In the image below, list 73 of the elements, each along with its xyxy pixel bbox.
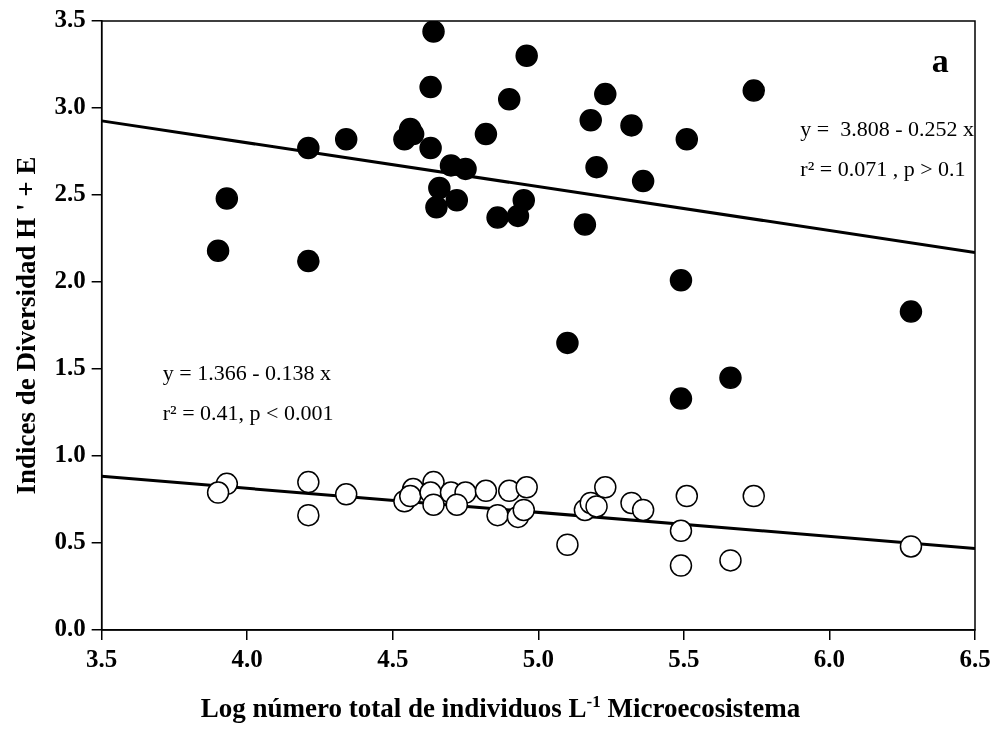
point	[585, 155, 608, 179]
point	[474, 479, 498, 503]
point	[669, 269, 693, 292]
point	[486, 206, 509, 229]
point	[573, 213, 597, 236]
annotation: y = 3.808 - 0.252 x	[800, 116, 975, 142]
point	[719, 366, 742, 389]
x-tick-label: 6.0	[813, 645, 846, 673]
point	[631, 498, 655, 522]
y-tick-label: 3.5	[54, 5, 86, 33]
x-tick-label: 6.5	[959, 645, 991, 673]
point	[497, 88, 521, 111]
point	[669, 554, 693, 577]
point	[669, 519, 693, 543]
point	[334, 128, 358, 151]
point	[422, 493, 445, 516]
x-tick-label: 4.0	[231, 645, 263, 673]
x-axis-title: Log número total de individuos L$^{-1}$ Microecosistema	[199, 692, 802, 724]
annotation: y = 1.366 - 0.138 x	[162, 360, 332, 385]
point	[675, 484, 699, 508]
point	[556, 331, 579, 355]
annotation: r² = 0.41, p < 0.001	[162, 399, 334, 425]
point	[742, 79, 765, 102]
point	[585, 495, 608, 518]
point	[474, 122, 498, 146]
point	[899, 300, 923, 323]
point	[512, 498, 536, 522]
point	[486, 503, 509, 527]
x-tick-label: 4.5	[377, 645, 409, 673]
x-tick-label: 3.5	[86, 645, 118, 673]
point	[515, 44, 538, 68]
point	[425, 195, 448, 219]
annotation: a	[931, 42, 949, 80]
point	[398, 484, 422, 508]
point	[579, 108, 602, 132]
point	[215, 187, 239, 210]
point	[297, 503, 320, 527]
point	[631, 169, 655, 193]
point	[206, 481, 230, 504]
y-tick-label: 2.0	[54, 266, 86, 294]
y-tick-label: 1.5	[54, 353, 86, 381]
point	[445, 188, 469, 212]
point	[594, 82, 617, 106]
annotation: r² = 0.071 , p > 0.1	[800, 155, 966, 181]
point	[594, 476, 617, 499]
point	[428, 176, 451, 200]
point	[742, 484, 765, 508]
point	[297, 136, 320, 160]
point	[419, 136, 442, 160]
y-tick-label: 3.0	[54, 92, 86, 120]
point	[422, 21, 445, 43]
point	[419, 75, 442, 99]
point	[899, 535, 923, 558]
point	[206, 239, 230, 262]
y-tick-label: 0.0	[54, 614, 86, 642]
point	[719, 549, 742, 572]
point	[675, 128, 699, 151]
point	[515, 476, 538, 499]
x-tick-label: 5.5	[668, 645, 700, 673]
point	[297, 249, 320, 273]
point	[297, 470, 320, 494]
y-tick-label: 2.5	[54, 179, 86, 207]
y-tick-label: 1.0	[54, 440, 86, 468]
y-axis-title: Indices de Diversidad H ' + E	[11, 156, 42, 495]
point	[334, 483, 358, 506]
point	[445, 493, 469, 516]
point	[620, 114, 643, 137]
point	[454, 157, 477, 181]
point	[669, 387, 693, 410]
x-tick-label: 5.0	[522, 645, 554, 673]
point	[556, 533, 579, 556]
y-tick-label: 0.5	[54, 527, 86, 555]
point	[512, 188, 536, 212]
